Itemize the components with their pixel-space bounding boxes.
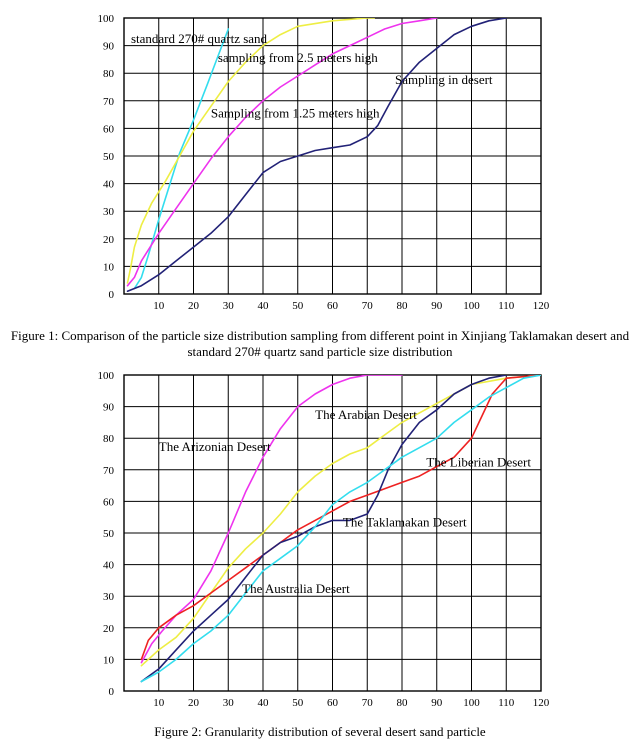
- chart1-x-tick-label: 10: [153, 300, 165, 312]
- chart2-series: [140, 375, 541, 683]
- chart1-grid: [124, 18, 541, 294]
- chart1-y-tick-label: 30: [103, 206, 115, 218]
- chart1-series: [126, 18, 508, 292]
- chart1-y-tick-label: 100: [98, 13, 115, 25]
- chart2-series-the-taklamakan-desert: [140, 375, 508, 683]
- chart1-y-tick-label: 80: [103, 68, 115, 80]
- chart1-x-tick-label: 120: [533, 300, 550, 312]
- chart2-y-tick-label: 40: [103, 560, 115, 572]
- chart2-x-tick-label: 60: [327, 697, 339, 709]
- chart2-series-the-arabian-desert: [140, 375, 541, 667]
- chart2-y-tick-label: 80: [103, 433, 115, 445]
- chart2-series-the-australia-desert: [140, 375, 541, 683]
- chart1-y-tick-label: 10: [103, 261, 115, 273]
- chart2-x-tick-label: 80: [397, 697, 409, 709]
- chart1-x-tick-label: 90: [431, 300, 443, 312]
- chart2-x-tick-label: 110: [498, 697, 515, 709]
- chart1-series-sampling-from-1-25-meters-high: [126, 18, 438, 287]
- chart-2: 10 20 30 40 50 60 70 80 90 100 110 120 0 10 20 30 40 50 60…: [98, 370, 550, 709]
- chart1-x-tick-label: 40: [258, 300, 270, 312]
- chart2-frame: [123, 374, 542, 692]
- chart1-y-tick-label: 60: [103, 123, 115, 135]
- chart1-y-tick-label: 50: [103, 151, 115, 163]
- chart2-x-tick-label: 70: [362, 697, 374, 709]
- chart1-x-tick-label: 20: [188, 300, 200, 312]
- chart2-series-the-arizonian-desert: [140, 375, 403, 664]
- chart-1: 10 20 30 40 50 60 70 80 90 100 110 120 0 10 20 30 40 50 60…: [98, 13, 550, 312]
- chart2-x-tick-label: 100: [463, 697, 480, 709]
- chart2-x-tick-label: 20: [188, 697, 200, 709]
- chart2-y-tick-label: 30: [103, 591, 115, 603]
- chart1-x-tick-label: 100: [463, 300, 480, 312]
- chart1-y-tick-label: 40: [103, 179, 115, 191]
- chart1-y-tick-label: 90: [103, 41, 115, 53]
- chart1-annotation: sampling from 2.5 meters high: [218, 50, 378, 65]
- chart2-y-tick-label: 0: [109, 686, 115, 698]
- chart2-y-tick-label: 100: [98, 370, 115, 382]
- chart1-x-tick-label: 50: [292, 300, 304, 312]
- figure-2-caption: Figure 2: Granularity distribution of se…: [154, 724, 486, 739]
- chart1-x-tick-label: 70: [362, 300, 374, 312]
- chart1-x-tick-label: 30: [223, 300, 235, 312]
- chart1-x-tick-label: 80: [397, 300, 409, 312]
- chart1-annotation: standard 270# quartz sand: [131, 31, 268, 46]
- chart2-x-tick-label: 30: [223, 697, 235, 709]
- chart2-annotation: The Australia Desert: [242, 581, 350, 596]
- chart2-annotation: The Taklamakan Desert: [343, 515, 467, 530]
- chart1-y-tick-label: 0: [109, 289, 115, 301]
- chart1-annotation: Sampling from 1.25 meters high: [211, 105, 380, 120]
- chart2-x-tick-label: 10: [153, 697, 165, 709]
- chart2-annotation: The Liberian Desert: [426, 455, 531, 470]
- chart2-y-tick-label: 60: [103, 496, 115, 508]
- chart1-x-tick-label: 60: [327, 300, 339, 312]
- chart2-y-tick-label: 50: [103, 528, 115, 540]
- chart1-series-sampling-in-desert: [126, 18, 508, 292]
- chart1-annotation: Sampling in desert: [395, 72, 493, 87]
- chart1-series-standard-270-quartz-sand: [133, 28, 230, 290]
- chart2-annotation: The Arizonian Desert: [159, 439, 271, 454]
- chart2-x-tick-label: 40: [258, 697, 270, 709]
- chart1-y-tick-label: 70: [103, 96, 115, 108]
- chart1-y-tick-label: 20: [103, 234, 115, 246]
- chart2-series-the-liberian-desert: [140, 375, 541, 661]
- chart2-y-tick-label: 10: [103, 654, 115, 666]
- chart2-y-tick-label: 70: [103, 465, 115, 477]
- chart2-annotation: The Arabian Desert: [315, 407, 417, 422]
- chart2-x-tick-label: 50: [292, 697, 304, 709]
- chart2-x-tick-label: 120: [533, 697, 550, 709]
- chart2-x-tick-label: 90: [431, 697, 443, 709]
- figure-1-caption: Figure 1: Comparison of the particle siz…: [10, 328, 630, 359]
- chart2-y-tick-label: 90: [103, 402, 115, 414]
- chart1-series-sampling-from-2-5-meters-high: [126, 18, 375, 284]
- chart1-x-tick-label: 110: [498, 300, 515, 312]
- chart1-frame: [123, 17, 542, 295]
- chart2-y-tick-label: 20: [103, 623, 115, 635]
